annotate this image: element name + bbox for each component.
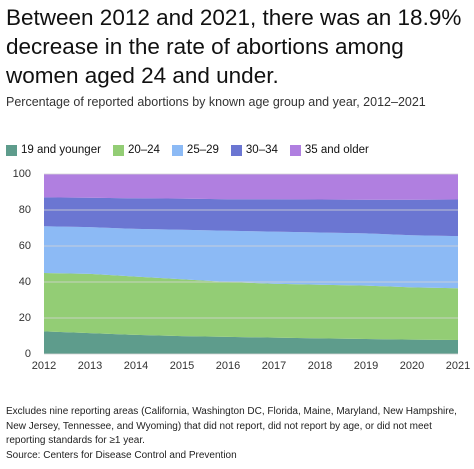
x-tick-label: 2017 bbox=[262, 360, 286, 372]
x-tick-label: 2018 bbox=[308, 360, 332, 372]
legend-swatch bbox=[230, 144, 242, 156]
source: Source: Centers for Disease Control and … bbox=[6, 449, 237, 461]
y-tick-label: 80 bbox=[19, 204, 31, 216]
area bbox=[44, 174, 458, 200]
legend-label: 20–24 bbox=[127, 144, 160, 156]
legend-item: 30–34 bbox=[230, 144, 278, 156]
legend-label: 30–34 bbox=[245, 144, 278, 156]
y-tick-label: 60 bbox=[19, 240, 31, 252]
x-tick-label: 2013 bbox=[78, 360, 102, 372]
legend-swatch bbox=[6, 144, 17, 156]
x-tick-label: 2016 bbox=[216, 360, 240, 372]
x-tick-label: 2012 bbox=[32, 360, 56, 372]
y-tick-label: 0 bbox=[25, 348, 31, 360]
area bbox=[44, 197, 458, 237]
legend-label: 19 and younger bbox=[21, 144, 101, 156]
x-tick-label: 2015 bbox=[170, 360, 194, 372]
legend-swatch bbox=[171, 144, 183, 156]
chart: 0 20 40 60 80 100 2012 2013 2014 2015 2016 2017 2018… bbox=[13, 168, 471, 372]
area bbox=[44, 226, 458, 289]
legend-swatch bbox=[289, 144, 301, 156]
x-tick-label: 2020 bbox=[400, 360, 424, 372]
legend-item: 25–29 bbox=[171, 144, 219, 156]
x-tick-label: 2014 bbox=[124, 360, 148, 372]
legend-item: 19 and younger bbox=[6, 144, 101, 156]
legend-label: 35 and older bbox=[304, 144, 369, 156]
legend-item: 35 and older bbox=[289, 144, 369, 156]
x-tick-label: 2021 bbox=[446, 360, 470, 372]
legend: 19 and younger 20–24 25–29 30–34 35 and olde… bbox=[6, 144, 369, 156]
area bbox=[44, 331, 458, 354]
legend-item: 20–24 bbox=[112, 144, 160, 156]
legend-swatch bbox=[112, 144, 124, 156]
legend-label: 25–29 bbox=[186, 144, 219, 156]
y-tick-label: 40 bbox=[19, 276, 31, 288]
chart-title: Between 2012 and 2021, there was an 18.9… bbox=[6, 5, 462, 88]
x-tick-label: 2019 bbox=[354, 360, 378, 372]
area bbox=[44, 273, 458, 340]
chart-subtitle: Percentage of reported abortions by know… bbox=[6, 95, 426, 109]
footnotes: Excludes nine reporting areas (Californi… bbox=[6, 405, 468, 463]
y-tick-label: 100 bbox=[13, 168, 31, 180]
y-tick-label: 20 bbox=[19, 312, 31, 324]
note: Excludes nine reporting areas (Californi… bbox=[6, 406, 457, 446]
